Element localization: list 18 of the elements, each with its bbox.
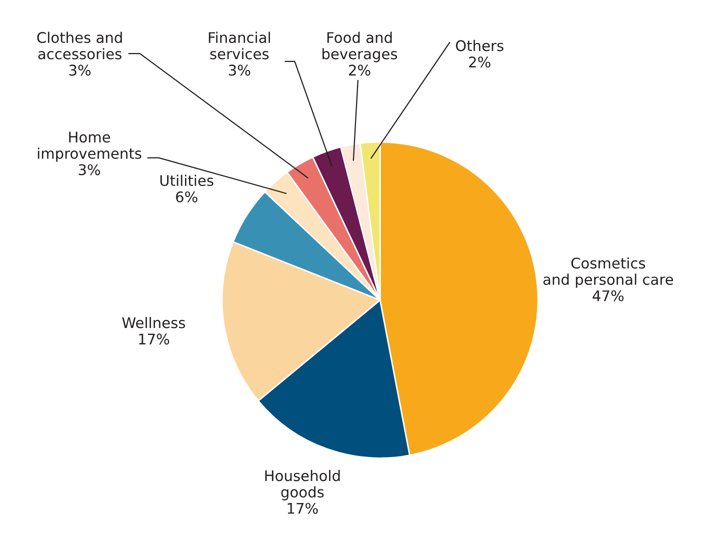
- data-label: 47%: [592, 290, 624, 302]
- data-label: 17%: [139, 334, 170, 345]
- slice-label: Utilities: [160, 174, 214, 186]
- data-label: 2%: [469, 56, 490, 68]
- data-label: 2%: [349, 64, 370, 76]
- slice-label: Household goods: [265, 470, 340, 500]
- data-label: 6%: [176, 191, 198, 202]
- slice-label: Others: [456, 40, 504, 52]
- data-label: 3%: [228, 64, 250, 76]
- slice-label: Wellness: [122, 316, 186, 328]
- slice-label: Clothes and accessories: [37, 32, 122, 60]
- data-label: 3%: [78, 164, 100, 176]
- slice-label: Home improvements: [38, 132, 142, 162]
- slice-label: Financial services: [208, 32, 270, 60]
- data-label: 17%: [288, 502, 318, 514]
- slice-label: Cosmetics and personal care: [543, 257, 674, 288]
- data-label: 3%: [69, 64, 91, 76]
- slice-label: Food and beverages: [322, 32, 398, 62]
